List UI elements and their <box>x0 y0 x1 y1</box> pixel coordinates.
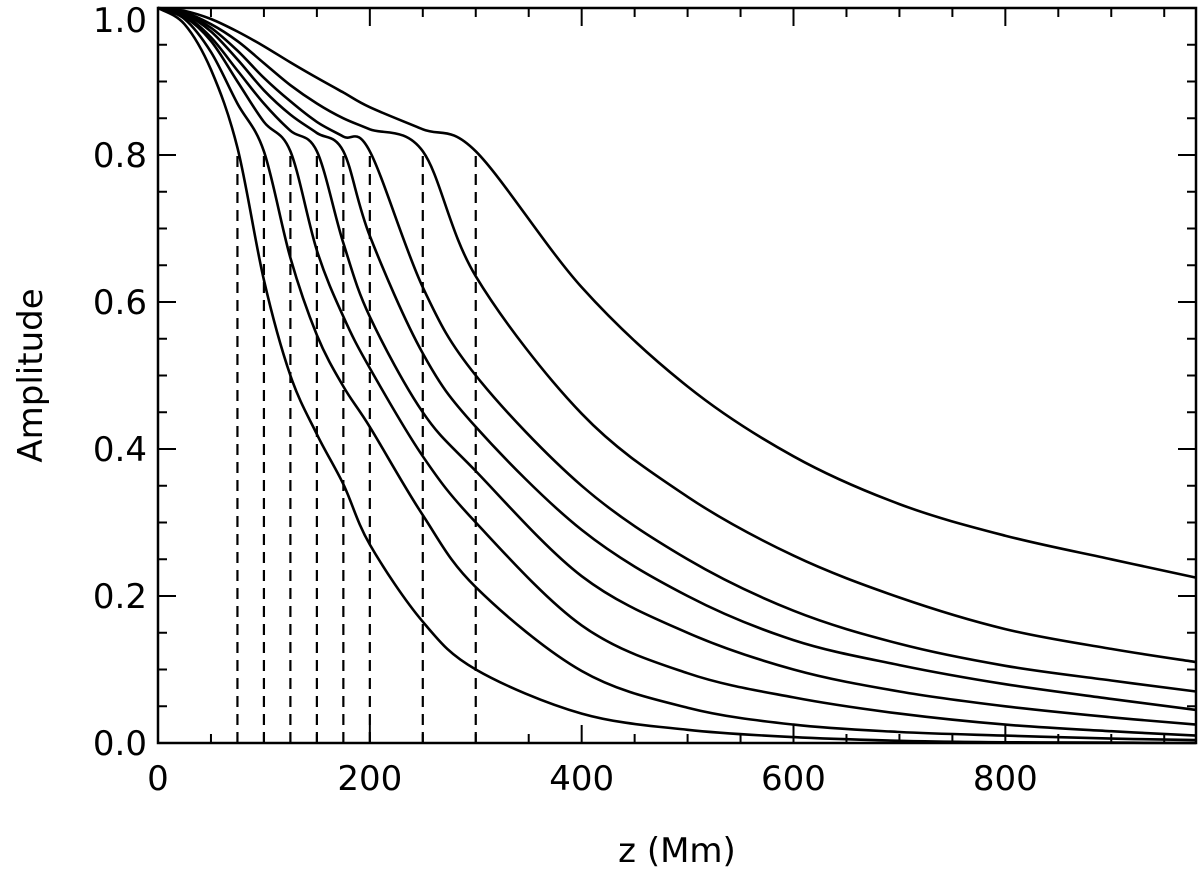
y-tick-label: 1.0 <box>93 1 147 41</box>
series-line-8 <box>157 6 1197 579</box>
x-tick-label: 200 <box>337 759 402 799</box>
x-tick-label: 600 <box>761 759 826 799</box>
y-tick-label: 0.0 <box>93 724 147 764</box>
series-line-6 <box>157 6 1197 693</box>
x-tick-label: 0 <box>147 759 169 799</box>
series-line-7 <box>157 6 1197 664</box>
series-line-5 <box>157 6 1197 712</box>
x-axis-title: z (Mm) <box>618 831 736 871</box>
y-axis-title: Amplitude <box>11 288 51 462</box>
y-tick-label: 0.2 <box>93 577 147 617</box>
series-line-1 <box>157 6 1197 745</box>
series-line-4 <box>157 6 1197 726</box>
series-line-2 <box>157 6 1197 742</box>
series-line-3 <box>157 6 1197 737</box>
y-tick-label: 0.8 <box>93 136 147 176</box>
x-tick-label: 800 <box>973 759 1038 799</box>
series-lines <box>157 6 1197 745</box>
x-tick-label: 400 <box>549 759 614 799</box>
y-tick-label: 0.4 <box>93 430 147 470</box>
y-tick-label: 0.6 <box>93 283 147 323</box>
plot-frame <box>156 6 1198 745</box>
tick-labels: 0 200 400 600 800 0.0 0.2 0.4 0.6 0.8 1.0 <box>93 1 1038 799</box>
dashed-reference-lines <box>236 151 477 743</box>
